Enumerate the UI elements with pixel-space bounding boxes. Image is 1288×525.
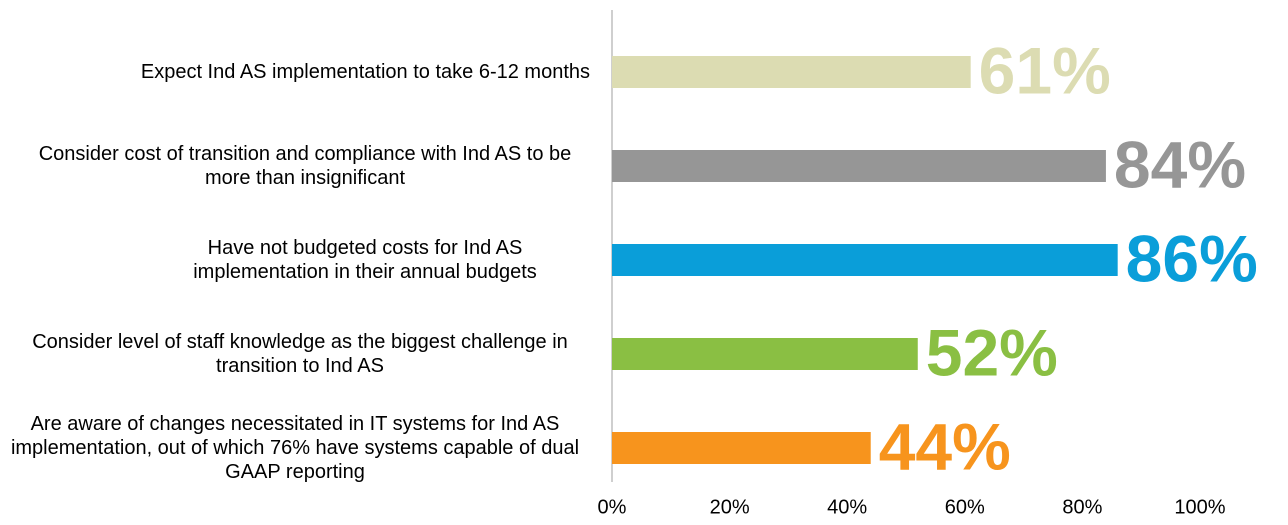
category-label: Have not budgeted costs for Ind AS imple… bbox=[193, 237, 537, 283]
data-label: 84% bbox=[1114, 127, 1246, 201]
bar bbox=[612, 150, 1106, 182]
x-tick-label: 40% bbox=[827, 496, 867, 518]
x-tick-label: 80% bbox=[1062, 496, 1102, 518]
data-label: 86% bbox=[1126, 221, 1258, 295]
x-tick-label: 60% bbox=[945, 496, 985, 518]
category-label: Expect Ind AS implementation to take 6-1… bbox=[140, 61, 590, 83]
bar bbox=[612, 56, 971, 88]
category-label: Consider cost of transition and complian… bbox=[38, 143, 572, 189]
x-tick-label: 20% bbox=[710, 496, 750, 518]
x-tick-label: 100% bbox=[1174, 496, 1225, 518]
data-label: 44% bbox=[879, 409, 1011, 483]
bar bbox=[612, 432, 871, 464]
x-tick-label: 0% bbox=[598, 496, 627, 518]
category-label: Are aware of changes necessitated in IT … bbox=[10, 413, 580, 483]
data-label: 52% bbox=[926, 315, 1058, 389]
category-label: Consider level of staff knowledge as the… bbox=[32, 331, 568, 377]
data-label: 61% bbox=[979, 33, 1111, 107]
bar bbox=[612, 244, 1118, 276]
bar bbox=[612, 338, 918, 370]
